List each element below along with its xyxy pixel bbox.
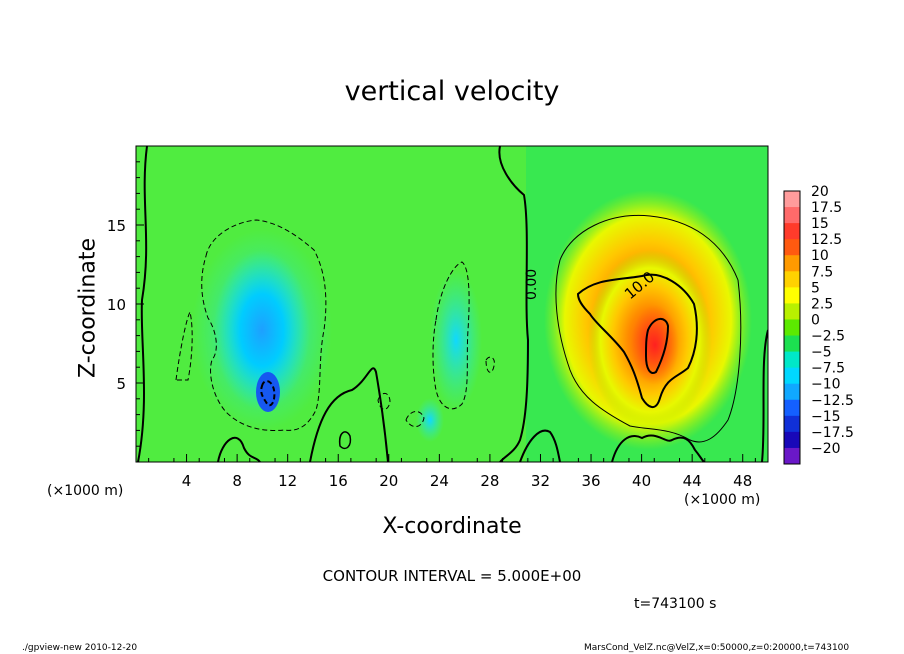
colorbar-label: 5 [811, 280, 820, 296]
x-tick-label: 16 [329, 472, 348, 490]
x-tick-label: 40 [632, 472, 651, 490]
x-tick-label: 4 [182, 472, 192, 490]
x-axis-label: X-coordinate [382, 514, 522, 539]
contour-neg-ten [260, 380, 276, 407]
colorbar-swatch [784, 319, 800, 337]
y-axis-label: Z-coordinate [75, 238, 101, 378]
colorbar-label: 7.5 [811, 264, 833, 280]
contour-label-zero: 0.00 [524, 269, 540, 300]
contour-zero-right [761, 329, 768, 462]
colorbar-swatch [784, 335, 800, 353]
x-tick-label: 32 [531, 472, 550, 490]
contour-neg-five-b [175, 310, 193, 381]
x-axis-unit: (×1000 m) [684, 492, 761, 508]
colorbar-swatch [784, 447, 800, 465]
contour-zero-bottom-mid [309, 367, 389, 462]
shaded-field [136, 146, 768, 462]
colorbar-label: −5 [811, 345, 832, 361]
colorbar-swatch [784, 207, 800, 224]
contour-neg-five [201, 219, 327, 431]
x-tick-label: 12 [278, 472, 297, 490]
contour-ten [576, 273, 698, 408]
colorbar-label: −17.5 [811, 425, 854, 441]
colorbar-label: 0 [811, 312, 820, 328]
colorbar-label: 17.5 [811, 200, 842, 216]
x-axis: 4 8 12 16 20 24 28 32 36 40 44 48 [148, 454, 756, 490]
contour-interval: CONTOUR INTERVAL = 5.000E+00 [322, 567, 582, 585]
contour-neg-five-d [377, 356, 495, 427]
y-tick-label: 5 [116, 375, 126, 393]
chart-title: vertical velocity [344, 76, 560, 107]
colorbar-swatch [784, 287, 800, 304]
colorbar-swatch [784, 351, 800, 369]
colorbar-swatch [784, 367, 800, 385]
colorbar-label: 20 [811, 184, 829, 200]
contour-five [555, 214, 742, 443]
colorbar-label: 10 [811, 248, 829, 264]
colorbar-label: −12.5 [811, 393, 854, 409]
y-axis-unit: (×1000 m) [47, 483, 124, 499]
contour-zero-middle [498, 146, 530, 462]
y-tick-label: 10 [107, 296, 126, 314]
colorbar-label: −7.5 [811, 361, 845, 377]
footer-left: ./gpview-new 2010-12-20 [22, 643, 138, 653]
colorbar-label: 15 [811, 216, 829, 232]
x-tick-label: 36 [581, 472, 600, 490]
colorbar-swatch [784, 383, 800, 401]
colorbar-label: 2.5 [811, 296, 833, 312]
colorbar-label: −20 [811, 441, 841, 457]
colorbar-swatch [784, 415, 800, 433]
colorbar-label: 12.5 [811, 232, 842, 248]
x-tick-label: 24 [430, 472, 449, 490]
colorbar-swatch [784, 239, 800, 256]
colorbar-swatch [784, 399, 800, 417]
colorbar-swatch [784, 191, 800, 208]
contour-lines [137, 146, 768, 462]
x-tick-label: 48 [733, 472, 752, 490]
footer-right: MarsCond_VelZ.nc@VelZ,x=0:50000,z=0:2000… [584, 643, 850, 653]
colorbar-swatch [784, 303, 800, 320]
contour-zero-bottom-left [217, 436, 261, 462]
colorbar-swatch [784, 271, 800, 288]
colorbar-swatch [784, 431, 800, 449]
y-tick-label: 15 [107, 217, 126, 235]
x-tick-label: 28 [480, 472, 499, 490]
contour-zero-bottom-right [519, 429, 705, 462]
time-label: t=743100 s [634, 596, 717, 612]
x-tick-label: 20 [379, 472, 398, 490]
colorbar: 2017.51512.5107.552.50−2.5−5−7.5−10−12.5… [783, 184, 854, 465]
colorbar-label: −15 [811, 409, 841, 425]
colorbar-swatch [784, 223, 800, 240]
contour-fifteen [644, 318, 670, 374]
colorbar-label: −2.5 [811, 329, 845, 345]
colorbar-swatch [784, 255, 800, 272]
colorbar-label: −10 [811, 377, 841, 393]
contour-zero-small [338, 431, 352, 450]
x-tick-label: 44 [683, 472, 702, 490]
y-axis: 5 10 15 [107, 161, 144, 447]
contour-zero-left [137, 146, 148, 462]
colorbar-frame [783, 190, 801, 465]
x-tick-label: 8 [232, 472, 242, 490]
